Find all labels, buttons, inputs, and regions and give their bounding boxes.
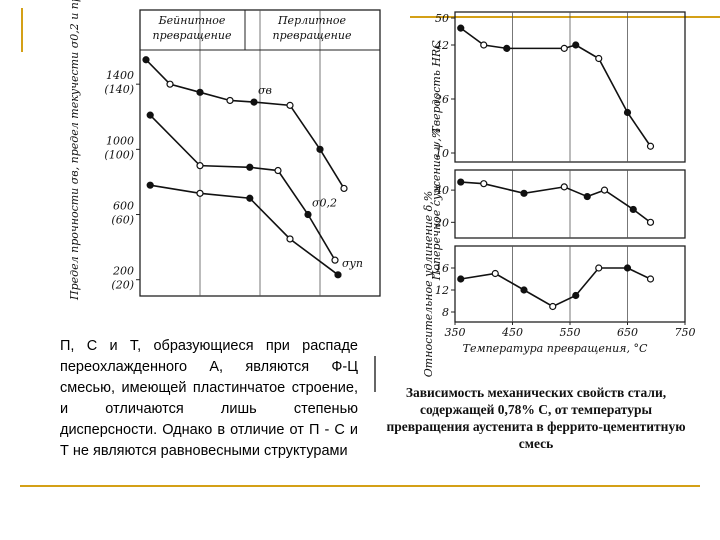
y-tick-label: 16 [435,262,449,275]
y-tick-label: 40 [434,184,449,197]
y-tick-label: 42 [434,39,449,52]
data-point [196,189,204,197]
curve [150,184,339,276]
data-point [146,111,154,119]
x-tick-label: 650 [617,326,638,339]
data-point [457,178,465,186]
data-point [196,162,204,170]
data-point [166,80,174,88]
data-point [457,275,465,283]
data-point [457,24,465,32]
data-point [286,235,294,243]
data-point [600,186,609,194]
x-tick-label: 350 [445,326,466,339]
curve [149,114,336,261]
x-tick-label: 450 [501,326,523,339]
y-axis-label: Поперечное сужение ψ,% [430,128,443,282]
x-tick-label: 550 [560,326,581,339]
data-point [331,256,339,264]
data-point [572,291,580,300]
data-point [595,54,603,63]
y-tick-label: 26 [434,93,449,106]
paragraph: П, С и Т, образующиеся при распаде перео… [60,338,358,459]
curve-label: σуп [342,257,363,270]
caption: Зависимость механических свойств стали, … [386,385,686,451]
x-axis-label: Температура превращения, °С [463,342,648,355]
x-tick-label: 750 [675,326,696,339]
data-point [560,183,568,191]
data-point [480,180,488,188]
data-point [304,210,312,219]
curve [460,27,652,147]
y-tick-label: 12 [435,284,449,297]
y-tick-label: 50 [435,12,449,25]
data-point [196,88,204,96]
y-axis-label: Твердость HRC [430,40,443,134]
y-tick-label: 1400 (140) [104,69,134,96]
y-tick-label: 20 [434,216,449,229]
y-tick-label: 8 [442,306,449,319]
data-point [334,271,342,279]
data-point [520,286,528,294]
data-point [142,56,150,64]
data-point [646,218,655,226]
data-point [503,44,511,52]
data-point [246,163,254,171]
y-tick-label: 10 [435,147,449,160]
data-point [646,275,655,283]
curve-label: σ0,2 [312,197,337,210]
data-point [560,44,568,52]
data-point [480,41,488,49]
data-point [316,145,324,153]
data-point [274,166,282,175]
curve [145,59,345,189]
data-point [629,205,637,214]
curve [460,267,651,308]
data-point [146,181,154,189]
data-point [595,264,603,272]
data-point [623,108,632,117]
data-point [572,41,580,49]
section-header: Перлитное превращение [273,14,352,42]
data-point [226,96,234,105]
curve [460,181,651,223]
y-axis-label: Предел прочности σв, предел текучести σ0… [68,0,81,301]
data-point [250,98,258,106]
data-point [340,184,348,193]
data-point [583,192,591,201]
y-tick-label: 600 (60) [111,200,134,227]
data-point [246,194,254,202]
data-point [520,189,528,197]
y-tick-label: 200 (20) [111,265,134,292]
section-header: Бейнитное превращение [153,14,232,42]
y-tick-label: 1000 (100) [104,134,134,161]
data-point [286,101,294,109]
data-point [491,269,499,278]
y-axis-label: Относительное удлинение δ,% [422,191,435,377]
data-point [623,264,632,272]
data-point [646,142,655,150]
data-point [549,302,557,311]
curve-label: σв [258,84,272,97]
